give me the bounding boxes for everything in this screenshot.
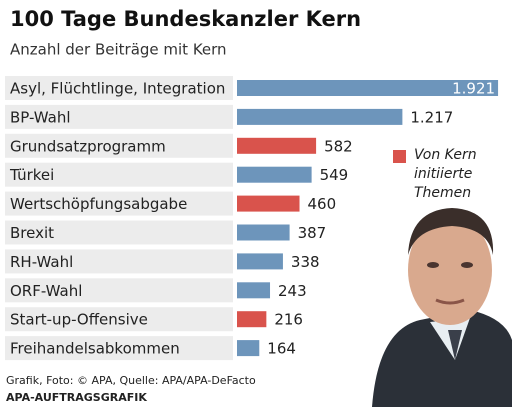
legend-swatch	[393, 150, 406, 163]
value-label: 549	[320, 166, 349, 184]
value-label: 582	[324, 137, 353, 155]
chart-subtitle: Anzahl der Beiträge mit Kern	[10, 41, 227, 59]
chart-title: 100 Tage Bundeskanzler Kern	[10, 7, 361, 31]
bar	[237, 311, 267, 328]
category-label: Asyl, Flüchtlinge, Integration	[10, 80, 225, 98]
bar	[237, 195, 300, 212]
row-background	[5, 307, 233, 332]
bar	[237, 224, 290, 241]
row-background	[5, 278, 233, 303]
bar	[237, 108, 403, 125]
row-background	[5, 220, 233, 245]
bar	[237, 166, 312, 183]
credit: APA-AUFTRAGSGRAFIK	[6, 391, 147, 404]
row-background	[5, 191, 233, 216]
value-label: 338	[291, 253, 320, 271]
value-label: 243	[278, 282, 307, 300]
category-label: Türkei	[9, 166, 54, 184]
row-background	[5, 249, 233, 274]
row-background	[5, 336, 233, 361]
footer: Grafik, Foto: © APA, Quelle: APA/APA-DeF…	[6, 374, 256, 387]
legend-label: Von Kern initiierte Themen	[414, 147, 477, 201]
value-label: 1.217	[410, 108, 453, 126]
bar	[237, 340, 260, 357]
bar	[237, 253, 283, 270]
row-background	[5, 162, 233, 187]
value-label: 164	[267, 340, 296, 358]
value-label: 460	[308, 195, 337, 213]
row-background	[5, 133, 233, 158]
bar	[237, 137, 317, 154]
category-label: Grundsatzprogramm	[10, 137, 166, 155]
bar	[237, 282, 271, 299]
category-label: RH-Wahl	[10, 253, 73, 271]
row-background	[5, 76, 233, 100]
category-label: Start-up-Offensive	[10, 311, 148, 329]
value-label: 1.921	[452, 80, 495, 98]
photo	[372, 208, 512, 407]
value-label: 387	[298, 224, 327, 242]
row-background	[5, 104, 233, 129]
category-label: BP-Wahl	[10, 108, 71, 126]
bar	[237, 80, 499, 96]
value-label: 216	[274, 311, 303, 329]
category-label: Brexit	[10, 224, 54, 242]
category-label: ORF-Wahl	[10, 282, 82, 300]
category-label: Freihandelsabkommen	[10, 340, 180, 358]
category-label: Wertschöpfungsabgabe	[10, 195, 187, 213]
